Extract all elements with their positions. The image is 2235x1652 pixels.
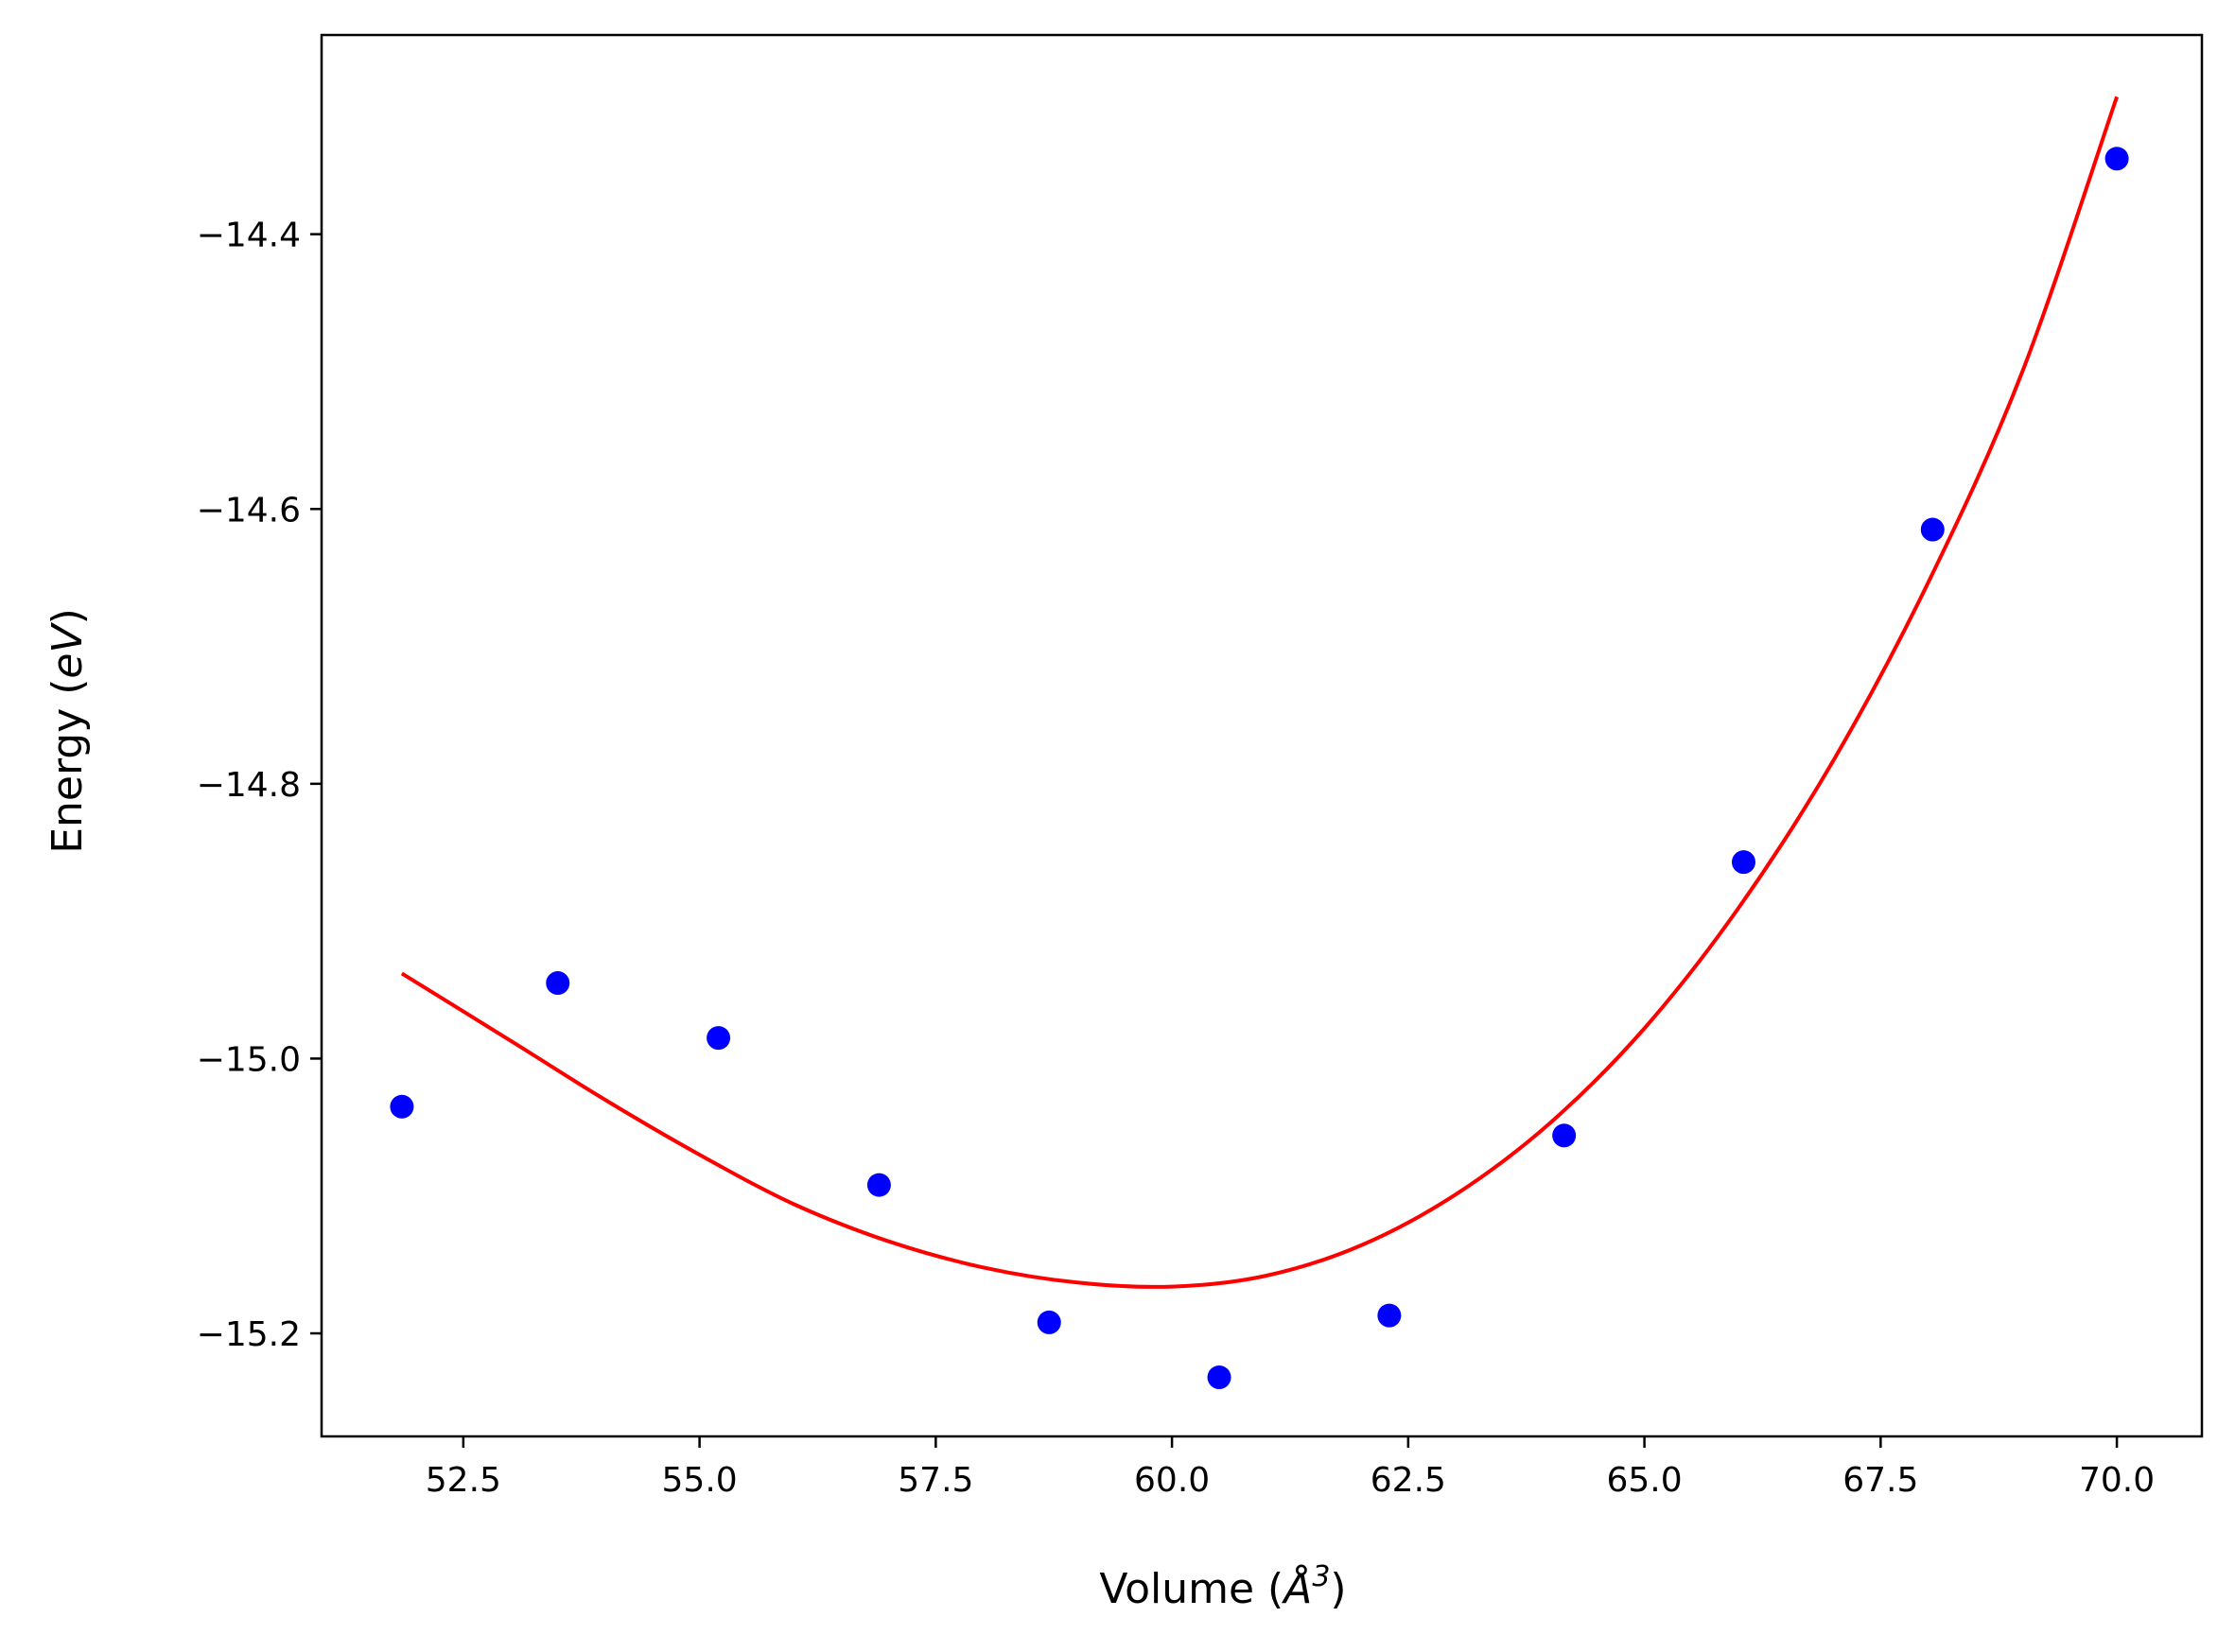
x-tick-label: 55.0 xyxy=(662,1461,738,1500)
data-point xyxy=(1552,1123,1577,1148)
x-tick-label: 70.0 xyxy=(2079,1461,2155,1500)
y-tick-label: −14.8 xyxy=(197,766,301,805)
y-tick-label: −15.0 xyxy=(197,1040,301,1079)
x-tick-label: 60.0 xyxy=(1134,1461,1210,1500)
data-point xyxy=(707,1026,731,1051)
x-tick-label: 65.0 xyxy=(1607,1461,1683,1500)
y-tick-label: −14.6 xyxy=(197,491,301,530)
data-point xyxy=(866,1173,891,1197)
y-tick-label: −15.2 xyxy=(197,1315,301,1354)
y-axis-label: Energy (eV) xyxy=(44,608,92,854)
x-axis-ticks: 52.5 55.0 57.5 60.0 62.5 65.0 67.5 70.0 xyxy=(426,1436,2155,1500)
y-axis-ticks: −15.2 −15.0 −14.8 −14.6 −14.4 xyxy=(197,217,322,1354)
x-tick-label: 67.5 xyxy=(1842,1461,1918,1500)
data-point xyxy=(1037,1310,1061,1334)
data-point xyxy=(2104,147,2129,171)
x-tick-label: 57.5 xyxy=(898,1461,973,1500)
fit-curve xyxy=(400,96,2119,1289)
data-point xyxy=(1920,517,1945,542)
plot-frame xyxy=(320,33,2204,1438)
data-point xyxy=(546,971,570,996)
data-point xyxy=(1731,850,1755,875)
data-points xyxy=(390,147,2129,1390)
x-tick-label: 62.5 xyxy=(1371,1461,1446,1500)
data-point xyxy=(1207,1365,1231,1390)
y-tick-label: −14.4 xyxy=(197,217,301,255)
x-axis-label: Volume (Å3) xyxy=(1099,1560,1346,1613)
x-tick-label: 52.5 xyxy=(426,1461,501,1500)
data-point xyxy=(390,1094,414,1119)
data-point xyxy=(1377,1303,1402,1328)
